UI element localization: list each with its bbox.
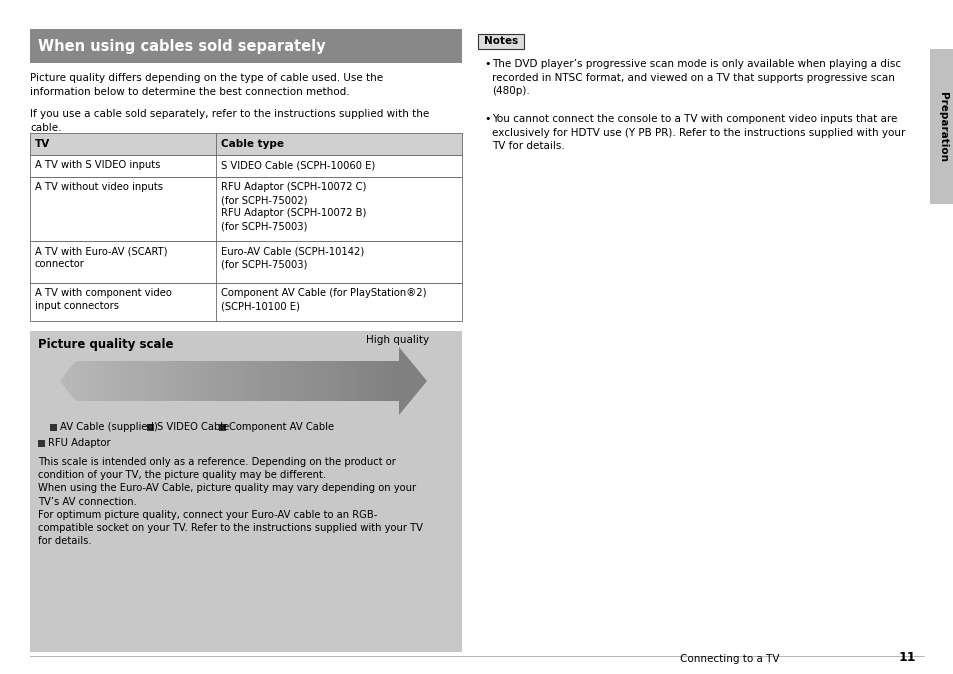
Bar — [30, 283, 461, 321]
Polygon shape — [331, 361, 336, 401]
Text: A TV with component video
input connectors: A TV with component video input connecto… — [35, 288, 172, 311]
Text: A TV without video inputs: A TV without video inputs — [35, 182, 163, 192]
Text: This scale is intended only as a reference. Depending on the product or
conditio: This scale is intended only as a referen… — [38, 457, 422, 546]
Text: RFU Adaptor: RFU Adaptor — [48, 437, 111, 448]
Polygon shape — [336, 361, 342, 401]
Polygon shape — [172, 361, 178, 401]
Text: TV: TV — [35, 139, 51, 149]
Polygon shape — [145, 361, 151, 401]
Text: •: • — [483, 59, 490, 69]
Text: High quality: High quality — [366, 335, 429, 345]
Polygon shape — [139, 361, 145, 401]
Polygon shape — [156, 361, 161, 401]
Polygon shape — [207, 361, 213, 401]
Bar — [477, 34, 523, 49]
Polygon shape — [308, 361, 314, 401]
Text: When using cables sold separately: When using cables sold separately — [38, 38, 325, 53]
Polygon shape — [213, 361, 218, 401]
Text: Notes: Notes — [483, 36, 517, 47]
Polygon shape — [230, 361, 234, 401]
Bar — [30, 177, 461, 241]
Text: You cannot connect the console to a TV with component video inputs that are
excl: You cannot connect the console to a TV w… — [492, 114, 904, 151]
Polygon shape — [387, 361, 393, 401]
Polygon shape — [161, 361, 167, 401]
Polygon shape — [184, 361, 190, 401]
Polygon shape — [393, 361, 398, 401]
Polygon shape — [257, 361, 263, 401]
Text: Connecting to a TV: Connecting to a TV — [679, 654, 779, 664]
Polygon shape — [371, 361, 376, 401]
Polygon shape — [151, 361, 156, 401]
Polygon shape — [359, 361, 365, 401]
Polygon shape — [99, 361, 105, 401]
Bar — [929, 49, 953, 204]
Polygon shape — [280, 361, 286, 401]
Polygon shape — [269, 361, 274, 401]
Bar — [30, 331, 461, 652]
Polygon shape — [167, 361, 172, 401]
Polygon shape — [71, 361, 77, 401]
Polygon shape — [83, 361, 89, 401]
Polygon shape — [178, 361, 184, 401]
Polygon shape — [286, 361, 292, 401]
Text: The DVD player’s progressive scan mode is only available when playing a disc
rec: The DVD player’s progressive scan mode i… — [492, 59, 901, 96]
Polygon shape — [218, 361, 224, 401]
Polygon shape — [342, 361, 348, 401]
Polygon shape — [263, 361, 269, 401]
Polygon shape — [128, 361, 133, 401]
Polygon shape — [93, 361, 99, 401]
Polygon shape — [365, 361, 371, 401]
Bar — [30, 29, 461, 63]
Polygon shape — [122, 361, 128, 401]
Polygon shape — [303, 361, 308, 401]
Polygon shape — [190, 361, 195, 401]
Bar — [30, 133, 461, 155]
Polygon shape — [292, 361, 297, 401]
Text: Cable type: Cable type — [221, 139, 284, 149]
Polygon shape — [77, 361, 83, 401]
Polygon shape — [274, 361, 280, 401]
Text: A TV with Euro-AV (SCART)
connector: A TV with Euro-AV (SCART) connector — [35, 246, 168, 269]
Polygon shape — [246, 361, 252, 401]
Polygon shape — [376, 361, 381, 401]
Polygon shape — [398, 347, 427, 415]
Polygon shape — [325, 361, 331, 401]
Polygon shape — [224, 361, 230, 401]
Text: AV Cable (supplied): AV Cable (supplied) — [60, 421, 157, 431]
Text: Preparation: Preparation — [937, 92, 947, 162]
Bar — [218, 423, 226, 431]
Polygon shape — [60, 373, 66, 388]
Text: 11: 11 — [898, 651, 915, 664]
Polygon shape — [234, 361, 240, 401]
Text: •: • — [483, 114, 490, 124]
Bar — [30, 155, 461, 177]
Polygon shape — [116, 361, 122, 401]
Polygon shape — [297, 361, 303, 401]
Polygon shape — [105, 361, 111, 401]
Polygon shape — [133, 361, 139, 401]
Text: Picture quality scale: Picture quality scale — [38, 338, 173, 351]
Bar — [38, 439, 45, 446]
Polygon shape — [348, 361, 354, 401]
Polygon shape — [195, 361, 201, 401]
Polygon shape — [66, 366, 71, 396]
Text: Component AV Cable (for PlayStation®2)
(SCPH-10100 E): Component AV Cable (for PlayStation®2) (… — [221, 288, 426, 311]
Polygon shape — [89, 361, 93, 401]
Text: A TV with S VIDEO inputs: A TV with S VIDEO inputs — [35, 160, 160, 170]
Text: Euro-AV Cable (SCPH-10142)
(for SCPH-75003): Euro-AV Cable (SCPH-10142) (for SCPH-750… — [221, 246, 364, 269]
Polygon shape — [354, 361, 359, 401]
Bar — [50, 423, 57, 431]
Polygon shape — [252, 361, 257, 401]
Text: S VIDEO Cable: S VIDEO Cable — [156, 421, 229, 431]
Text: Picture quality differs depending on the type of cable used. Use the
information: Picture quality differs depending on the… — [30, 73, 383, 97]
Bar — [147, 423, 153, 431]
Text: Component AV Cable: Component AV Cable — [229, 421, 334, 431]
Text: RFU Adaptor (SCPH-10072 C)
(for SCPH-75002)
RFU Adaptor (SCPH-10072 B)
(for SCPH: RFU Adaptor (SCPH-10072 C) (for SCPH-750… — [221, 182, 366, 232]
Bar — [30, 241, 461, 283]
Text: If you use a cable sold separately, refer to the instructions supplied with the
: If you use a cable sold separately, refe… — [30, 109, 429, 133]
Polygon shape — [111, 361, 116, 401]
Polygon shape — [314, 361, 319, 401]
Polygon shape — [381, 361, 387, 401]
Polygon shape — [201, 361, 207, 401]
Polygon shape — [240, 361, 246, 401]
